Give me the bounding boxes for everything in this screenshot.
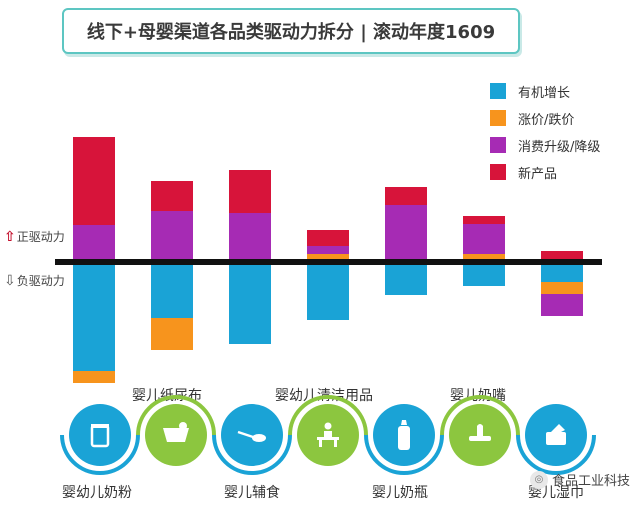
bar-segment: [151, 318, 193, 350]
formula-can-icon: [69, 404, 131, 466]
bar-segment: [541, 282, 583, 294]
category-label-wipes: 婴儿湿巾: [528, 485, 584, 501]
down-arrow-icon: ⇩: [4, 272, 16, 289]
bar-segment: [73, 371, 115, 383]
bar-segment: [463, 224, 505, 254]
bar-segment: [229, 170, 271, 213]
feeding-bottle-icon: [373, 404, 435, 466]
bar-segment: [73, 262, 115, 371]
legend-item: 有机增长: [490, 78, 600, 104]
negative-axis-label: ⇩ 负驱动力: [4, 272, 65, 289]
legend: 有机增长 涨价/跌价 消费升级/降级 新产品: [490, 78, 600, 186]
legend-swatch: [490, 137, 506, 153]
wechat-logo-icon: ◎: [529, 470, 548, 489]
bar-segment: [307, 254, 349, 262]
legend-swatch: [490, 110, 506, 126]
bar-segment: [463, 262, 505, 286]
bar-segment: [229, 213, 271, 262]
bar-segment: [541, 262, 583, 282]
legend-swatch: [490, 83, 506, 99]
stacked-bar-chart: [55, 137, 602, 383]
bar-segment: [229, 262, 271, 344]
page-title: 线下+母婴渠道各品类驱动力拆分 | 滚动年度1609: [86, 22, 496, 43]
legend-item: 涨价/跌价: [490, 105, 600, 131]
bar-segment: [151, 211, 193, 262]
category-icon-row: [0, 395, 640, 495]
bar-segment: [73, 137, 115, 225]
bar-segment: [151, 262, 193, 318]
watermark: ◎ 食品工业科技: [529, 470, 630, 489]
up-arrow-icon: ⇧: [4, 228, 16, 245]
category-label-formula: 婴幼儿奶粉: [62, 485, 132, 501]
bar-segment: [385, 205, 427, 260]
changing-table-icon: [297, 404, 359, 466]
bar-segment: [307, 246, 349, 254]
bar-segment: [307, 230, 349, 246]
category-label-baby-food: 婴儿辅食: [224, 485, 280, 501]
bar-segment: [385, 262, 427, 295]
diaper-icon: [145, 404, 207, 466]
title-box: 线下+母婴渠道各品类驱动力拆分 | 滚动年度1609: [62, 8, 520, 54]
bar-segment: [541, 251, 583, 262]
bar-segment: [385, 187, 427, 205]
spoon-icon: [221, 404, 283, 466]
icon-row-arcs: [60, 395, 596, 475]
pacifier-icon: [449, 404, 511, 466]
wipes-icon: [525, 404, 587, 466]
legend-item: 新产品: [490, 159, 600, 185]
bar-segment: [307, 262, 349, 320]
bar-segment: [463, 216, 505, 224]
legend-item: 消费升级/降级: [490, 132, 600, 158]
bar-segment: [541, 294, 583, 316]
bar-segment: [463, 254, 505, 262]
bar-segment: [73, 225, 115, 262]
bar-segment: [151, 181, 193, 211]
legend-swatch: [490, 164, 506, 180]
positive-axis-label: ⇧ 正驱动力: [4, 228, 65, 245]
category-label-bottle: 婴儿奶瓶: [372, 485, 428, 501]
